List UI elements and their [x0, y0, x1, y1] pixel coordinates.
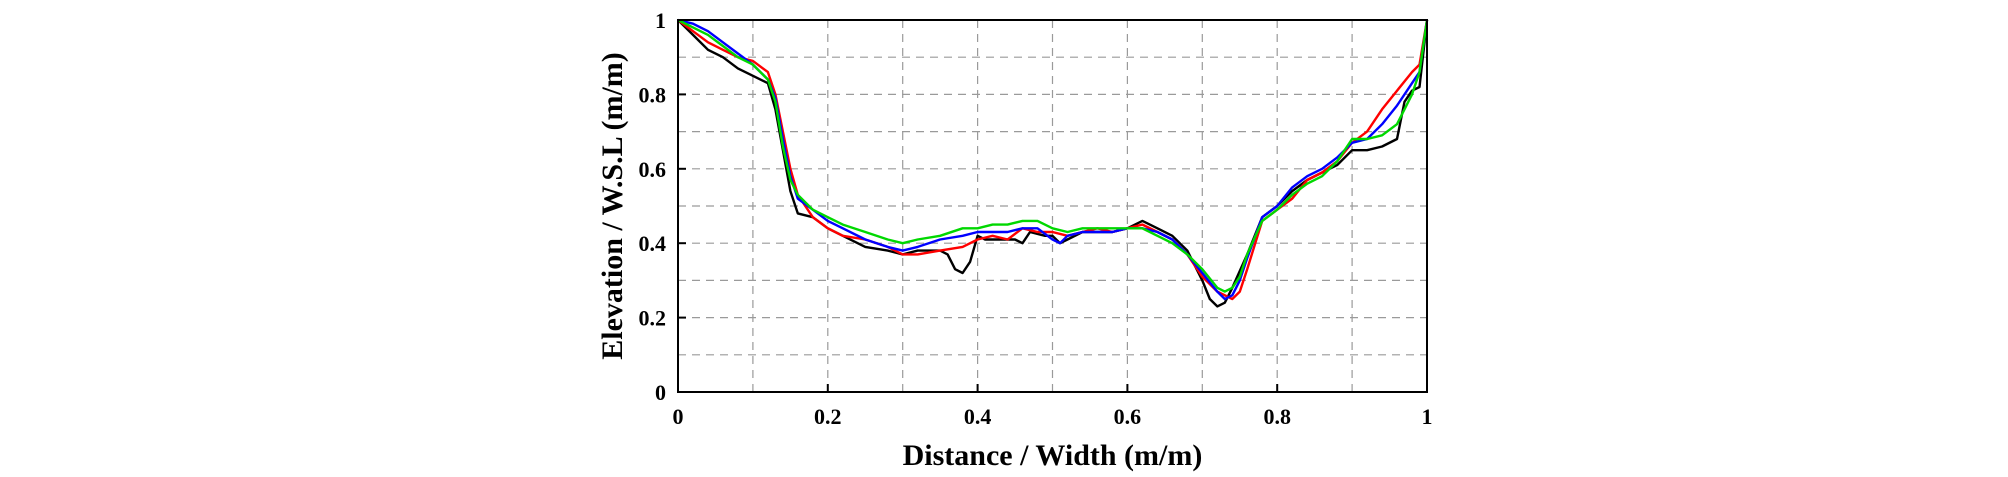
series-line-3 [677, 18, 1429, 301]
y-axis-title: Elevation / W.S.L (m/m) [596, 52, 629, 360]
x-tick-label: 1 [1422, 404, 1433, 429]
y-tick-label: 0 [655, 380, 666, 405]
x-tick-label: 0.2 [814, 404, 842, 429]
x-tick-label: 0 [673, 404, 684, 429]
plot-frame [677, 19, 1428, 393]
chart-series [677, 18, 1429, 308]
x-tick-label: 0.8 [1263, 404, 1291, 429]
x-tick-label: 0.6 [1114, 404, 1142, 429]
y-tick-label: 1 [655, 8, 666, 33]
chart-ticks: 0 0.2 0.4 0.6 0.8 1 0 0.2 0.4 0.6 0.8 1 [639, 8, 1433, 429]
chart-grid [678, 20, 1427, 392]
series-line-2 [677, 19, 1429, 301]
x-tick-label: 0.4 [964, 404, 992, 429]
y-tick-label: 0.2 [639, 306, 667, 331]
y-tick-label: 0.4 [639, 231, 667, 256]
y-tick-label: 0.8 [639, 82, 667, 107]
y-tick-label: 0.6 [639, 157, 667, 182]
series-line-4 [677, 18, 1429, 293]
x-axis-title: Distance / Width (m/m) [903, 439, 1203, 472]
